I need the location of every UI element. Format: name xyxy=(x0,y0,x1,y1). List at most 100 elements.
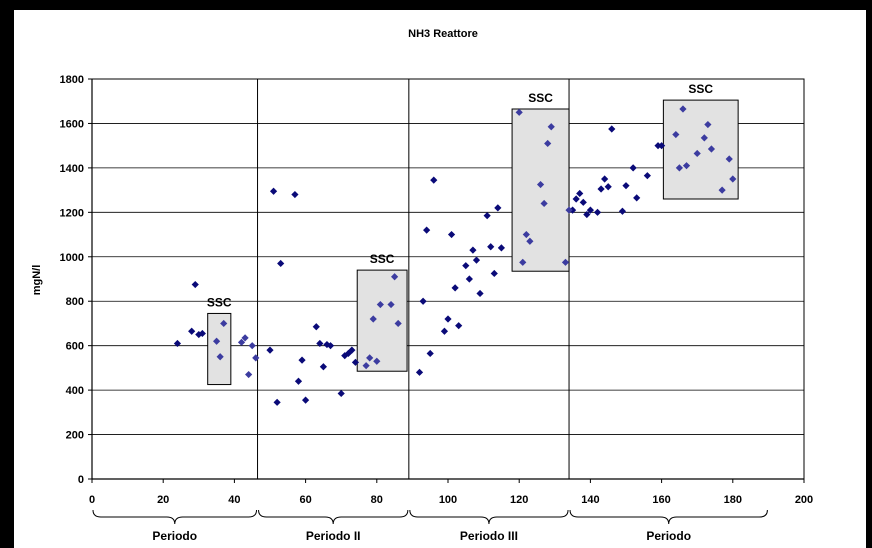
data-point xyxy=(426,349,434,358)
y-tick-label: 1400 xyxy=(60,163,84,175)
ssc-label: SSC xyxy=(370,252,395,266)
y-tick-label: 800 xyxy=(66,296,84,308)
data-point xyxy=(494,204,502,212)
period-dividers xyxy=(257,79,570,479)
data-point xyxy=(366,354,374,362)
x-tick-label: 20 xyxy=(157,494,169,506)
data-point xyxy=(729,175,737,183)
data-point xyxy=(476,289,484,298)
data-point xyxy=(718,186,726,194)
data-point xyxy=(394,319,402,328)
data-point xyxy=(658,142,666,150)
data-point xyxy=(369,315,377,323)
ssc-box xyxy=(662,99,739,200)
y-tick-label: 0 xyxy=(78,474,84,486)
tick-labels: 0 20 40 60 80 100 120 140 160 180 200 0 200 400 600 800… xyxy=(60,74,814,506)
data-point xyxy=(704,120,712,129)
data-point xyxy=(241,334,249,342)
data-point xyxy=(423,226,431,234)
y-tick-label: 400 xyxy=(66,385,84,397)
data-point xyxy=(633,194,641,202)
data-point xyxy=(487,243,495,251)
data-point xyxy=(415,368,424,376)
data-point xyxy=(490,269,498,278)
period-brace xyxy=(569,509,768,525)
data-point xyxy=(618,207,627,215)
data-point xyxy=(302,396,310,404)
data-point xyxy=(679,105,687,113)
x-tick-label: 100 xyxy=(439,494,457,506)
chart-title: NH3 Reattore xyxy=(408,28,478,40)
data-point xyxy=(213,337,221,345)
axes xyxy=(88,78,805,483)
period-brace xyxy=(258,509,409,525)
data-point xyxy=(220,319,228,328)
x-tick-label: 0 xyxy=(89,494,95,506)
data-point xyxy=(526,237,534,245)
x-tick-label: 80 xyxy=(371,494,383,506)
data-point xyxy=(269,187,278,195)
x-tick-label: 40 xyxy=(228,494,240,506)
data-point xyxy=(430,176,438,184)
ssc-label: SSC xyxy=(688,82,713,96)
data-point xyxy=(672,130,680,139)
y-tick-label: 1000 xyxy=(60,252,84,264)
data-point xyxy=(376,300,384,309)
data-point xyxy=(455,322,463,330)
y-tick-label: 200 xyxy=(66,430,84,442)
data-point xyxy=(629,164,637,172)
data-point xyxy=(536,180,545,189)
data-point xyxy=(191,280,199,289)
data-point xyxy=(216,353,224,361)
data-point xyxy=(173,339,182,348)
data-point xyxy=(451,284,459,292)
data-point xyxy=(419,297,427,305)
data-point xyxy=(440,327,449,335)
ssc-box xyxy=(207,312,232,386)
data-point xyxy=(462,262,470,270)
data-point xyxy=(447,230,456,239)
data-point xyxy=(565,206,573,214)
data-point xyxy=(298,356,306,364)
data-point xyxy=(469,246,477,254)
data-point xyxy=(519,258,527,266)
x-tick-label: 60 xyxy=(299,494,311,506)
data-point xyxy=(387,300,395,309)
y-axis-label: mgN/l xyxy=(31,265,43,296)
data-point xyxy=(608,125,616,133)
data-point xyxy=(337,389,345,398)
data-point xyxy=(700,134,708,142)
y-tick-label: 600 xyxy=(66,341,84,353)
data-point xyxy=(593,208,602,216)
data-point xyxy=(252,354,260,362)
data-point xyxy=(583,210,591,219)
data-point xyxy=(675,164,683,172)
data-point xyxy=(483,212,491,220)
data-point xyxy=(323,340,331,349)
data-points xyxy=(173,105,737,406)
ssc-labels: SSC SSC SSC SSC xyxy=(207,82,713,309)
ssc-label: SSC xyxy=(207,295,232,309)
ssc-box xyxy=(511,108,570,272)
data-point xyxy=(444,315,452,323)
data-point xyxy=(237,338,246,346)
x-tick-label: 120 xyxy=(510,494,528,506)
data-point xyxy=(586,206,594,214)
ssc-box xyxy=(356,269,408,372)
data-point xyxy=(540,199,548,208)
x-tick-label: 160 xyxy=(652,494,670,506)
data-point xyxy=(579,198,587,206)
data-point xyxy=(348,346,356,354)
data-point xyxy=(465,275,473,283)
data-point xyxy=(362,362,370,370)
data-point xyxy=(266,346,274,354)
y-tick-label: 1800 xyxy=(60,74,84,86)
y-tick-label: 1600 xyxy=(60,118,84,130)
ssc-label: SSC xyxy=(528,91,553,105)
data-point xyxy=(547,123,555,131)
data-point xyxy=(561,258,570,266)
data-point xyxy=(319,363,327,371)
data-point xyxy=(312,323,320,331)
